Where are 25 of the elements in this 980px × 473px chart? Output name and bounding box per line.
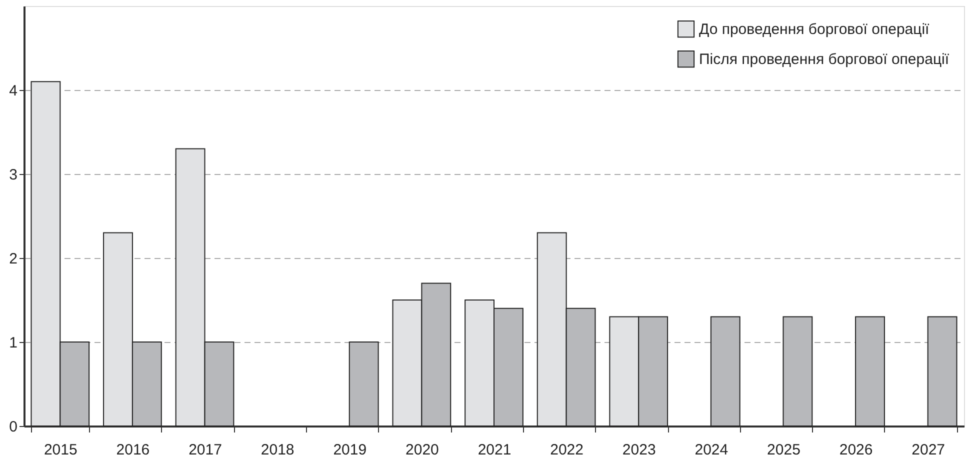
- x-tick-label: 2017: [188, 442, 222, 458]
- x-tick-label: 2016: [116, 442, 150, 458]
- x-tick-label: 2015: [44, 442, 78, 458]
- x-tick-label: 2018: [260, 442, 294, 458]
- x-tick-label: 2024: [694, 442, 728, 458]
- x-tick-label: 2020: [406, 442, 439, 458]
- bar: [710, 316, 740, 426]
- x-tick-label: 2027: [912, 442, 946, 458]
- y-tick-label: 4: [9, 82, 18, 100]
- x-tick-label: 2021: [478, 442, 512, 458]
- legend-label: До проведення боргової операції: [699, 21, 930, 38]
- y-tick-label: 0: [9, 418, 18, 436]
- bar: [782, 316, 813, 426]
- bar: [927, 316, 958, 426]
- bar: [855, 316, 885, 426]
- x-tick-label: 2026: [839, 442, 873, 458]
- legend-label: Після проведення боргової операції: [699, 51, 950, 68]
- x-tick-label: 2022: [550, 442, 584, 458]
- y-tick-label: 2: [9, 250, 18, 268]
- x-tick-label: 2019: [333, 442, 367, 458]
- bar: [348, 342, 379, 426]
- x-tick-label: 2025: [767, 442, 800, 458]
- x-tick-label: 2023: [622, 442, 656, 458]
- y-tick-label: 3: [9, 166, 18, 184]
- y-tick-label: 1: [9, 334, 18, 352]
